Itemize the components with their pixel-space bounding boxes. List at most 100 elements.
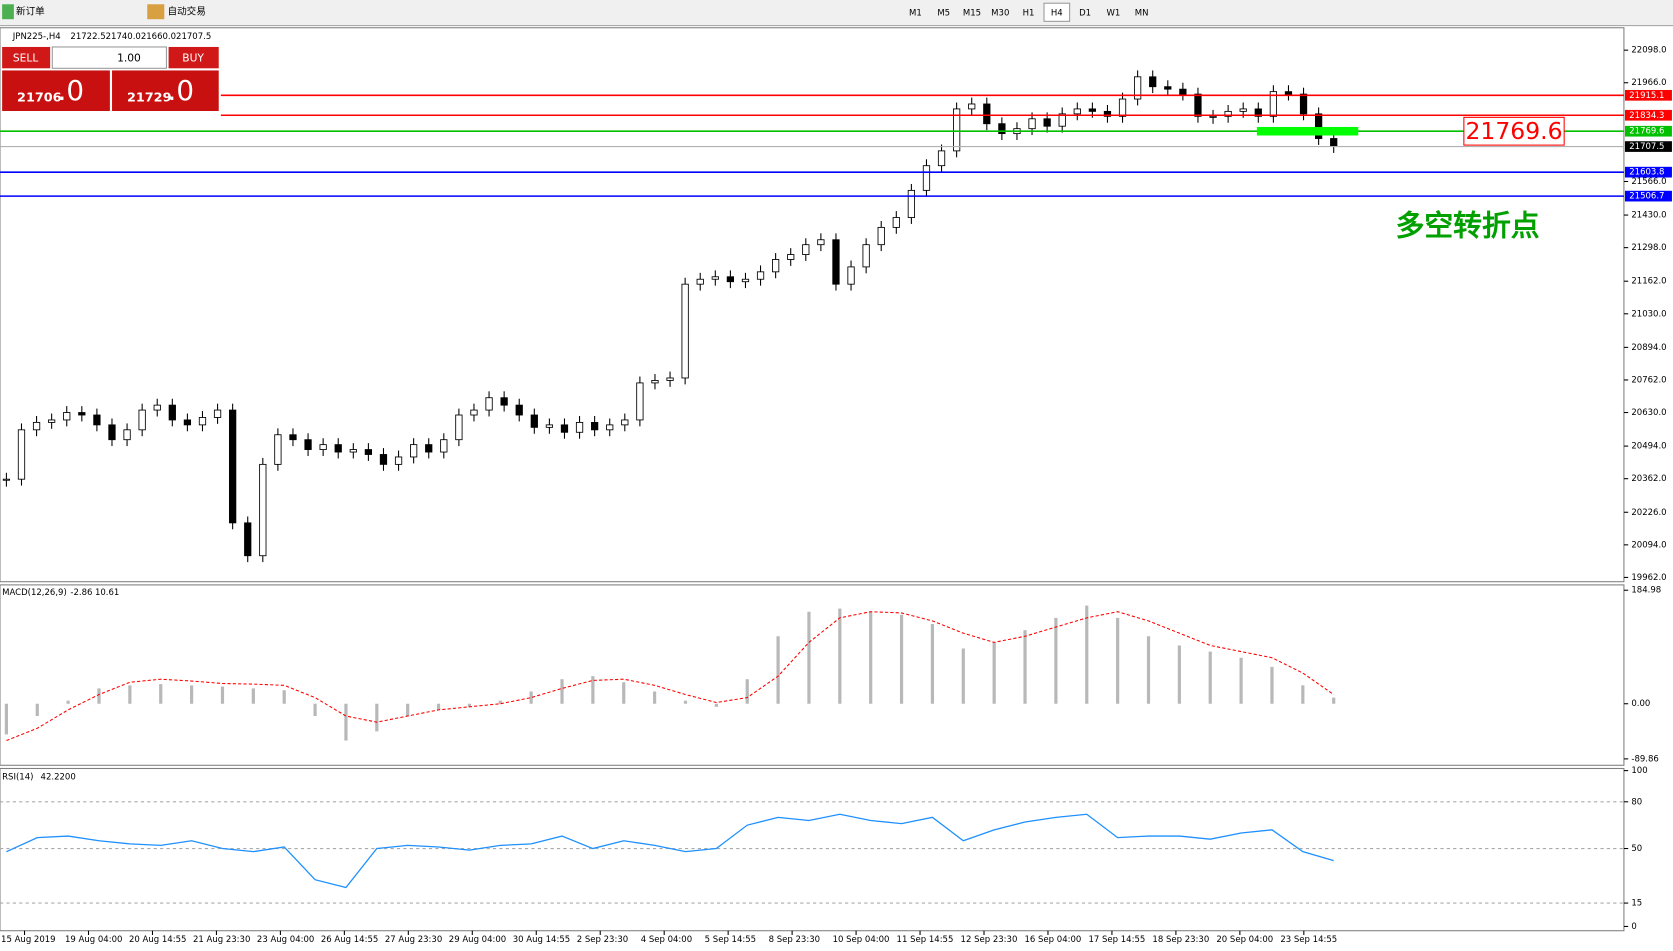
- timeframe-button[interactable]: MN: [1135, 8, 1149, 18]
- candle: [1164, 86, 1172, 90]
- timeframe-button[interactable]: H1: [1023, 8, 1035, 18]
- price-level-tag: [1624, 141, 1672, 152]
- sell-price-frac[interactable]: .0: [58, 74, 84, 107]
- x-tick-label: 2 Sep 23:30: [577, 935, 628, 945]
- candle: [48, 419, 56, 423]
- candle: [1133, 76, 1142, 100]
- ohlc-value: 21722.5: [70, 32, 105, 42]
- price-level-tag: [1624, 89, 1672, 101]
- candle: [1330, 138, 1338, 147]
- candle: [153, 404, 161, 411]
- candle: [440, 439, 448, 453]
- y-tick-label: 21966.0: [1631, 78, 1666, 88]
- candle: [78, 412, 86, 416]
- price-level-label: 21769.6: [1629, 127, 1664, 137]
- x-tick-label: 8 Sep 23:30: [769, 935, 820, 945]
- x-tick-label: 19 Aug 04:00: [65, 935, 122, 945]
- candle: [802, 244, 810, 255]
- x-tick-label: 27 Aug 23:30: [385, 935, 442, 945]
- candle: [1149, 76, 1157, 88]
- candle: [968, 103, 976, 110]
- candle: [1073, 108, 1081, 115]
- macd-signal-line: [6, 611, 1335, 742]
- new-order-icon[interactable]: [2, 4, 14, 20]
- timeframe-button[interactable]: D1: [1079, 8, 1091, 18]
- x-tick-label: 18 Sep 23:30: [1152, 935, 1209, 945]
- candle: [772, 259, 780, 273]
- y-tick-label: 20094.0: [1631, 540, 1666, 550]
- candle: [817, 239, 825, 246]
- ohlc-value: 21660.0: [141, 32, 176, 42]
- sell-price-box[interactable]: [2, 70, 110, 112]
- ohlc-value: 21740.0: [106, 32, 141, 42]
- candle: [530, 414, 538, 428]
- buy-price-box[interactable]: [112, 70, 219, 112]
- lot-value[interactable]: 1.00: [117, 52, 141, 65]
- candle: [455, 414, 463, 441]
- candle: [832, 239, 840, 285]
- y-tick-label: 50: [1631, 844, 1642, 854]
- y-tick-label: 20494.0: [1631, 442, 1666, 452]
- candle: [756, 271, 765, 280]
- x-tick-label: 26 Aug 14:55: [321, 935, 378, 945]
- timeframe-button[interactable]: M5: [937, 8, 950, 18]
- new-order-button[interactable]: 新订单: [16, 6, 45, 18]
- candle: [726, 276, 735, 283]
- buy-button[interactable]: [168, 46, 219, 69]
- price-level-label: 21506.7: [1629, 192, 1664, 202]
- candle: [651, 380, 659, 384]
- order-panel: SELL 1.00 BUY 21706 .0 21729 .0: [2, 46, 219, 112]
- buy-label[interactable]: BUY: [182, 52, 204, 65]
- x-tick-label: 23 Sep 14:55: [1280, 935, 1337, 945]
- auto-trading-icon[interactable]: [147, 4, 165, 20]
- candle: [1284, 91, 1293, 95]
- x-tick-label: 15 Aug 2019: [1, 935, 56, 945]
- lot-input[interactable]: [51, 46, 167, 69]
- timeframe-button[interactable]: M30: [991, 8, 1009, 18]
- candle: [545, 424, 554, 428]
- candle: [787, 254, 795, 260]
- candle: [244, 522, 252, 557]
- candle: [1088, 108, 1097, 112]
- timeframe-button[interactable]: W1: [1106, 8, 1120, 18]
- candle: [123, 429, 131, 441]
- candle: [183, 419, 192, 426]
- candle: [892, 217, 900, 228]
- y-tick-label: -89.86: [1631, 754, 1658, 764]
- candle: [877, 226, 885, 246]
- sell-price-main[interactable]: 21706: [17, 91, 62, 106]
- candle: [500, 397, 508, 406]
- sell-label[interactable]: SELL: [13, 52, 38, 65]
- price-level-tag: [1624, 166, 1672, 178]
- x-tick-label: 12 Sep 23:30: [961, 935, 1018, 945]
- y-tick-label: 21430.0: [1631, 211, 1666, 221]
- candle: [575, 421, 584, 433]
- timeframe-button[interactable]: M15: [963, 8, 981, 18]
- candle: [907, 189, 916, 218]
- candle: [425, 444, 433, 453]
- y-tick-label: 21162.0: [1631, 277, 1666, 287]
- candle: [410, 444, 418, 458]
- timeframe-button[interactable]: H4: [1051, 8, 1063, 18]
- candle: [198, 417, 207, 426]
- buy-price-frac[interactable]: .0: [168, 74, 194, 107]
- candle: [1179, 88, 1187, 95]
- candle: [470, 409, 478, 416]
- candle: [168, 404, 176, 421]
- x-tick-label: 29 Aug 04:00: [449, 935, 506, 945]
- sell-button[interactable]: [2, 46, 51, 69]
- candle: [1299, 93, 1308, 115]
- candle: [349, 449, 357, 453]
- candle: [696, 278, 704, 285]
- candle: [1043, 118, 1051, 127]
- candle: [229, 409, 237, 524]
- candle: [953, 108, 961, 152]
- candle: [1028, 118, 1036, 130]
- timeframe-button[interactable]: M1: [909, 8, 922, 18]
- buy-price-main[interactable]: 21729: [127, 91, 172, 106]
- y-tick-label: 0: [1631, 922, 1636, 932]
- auto-trading-button[interactable]: 自动交易: [168, 6, 206, 18]
- y-tick-label: 19962.0: [1631, 573, 1666, 583]
- x-tick-label: 11 Sep 14:55: [897, 935, 954, 945]
